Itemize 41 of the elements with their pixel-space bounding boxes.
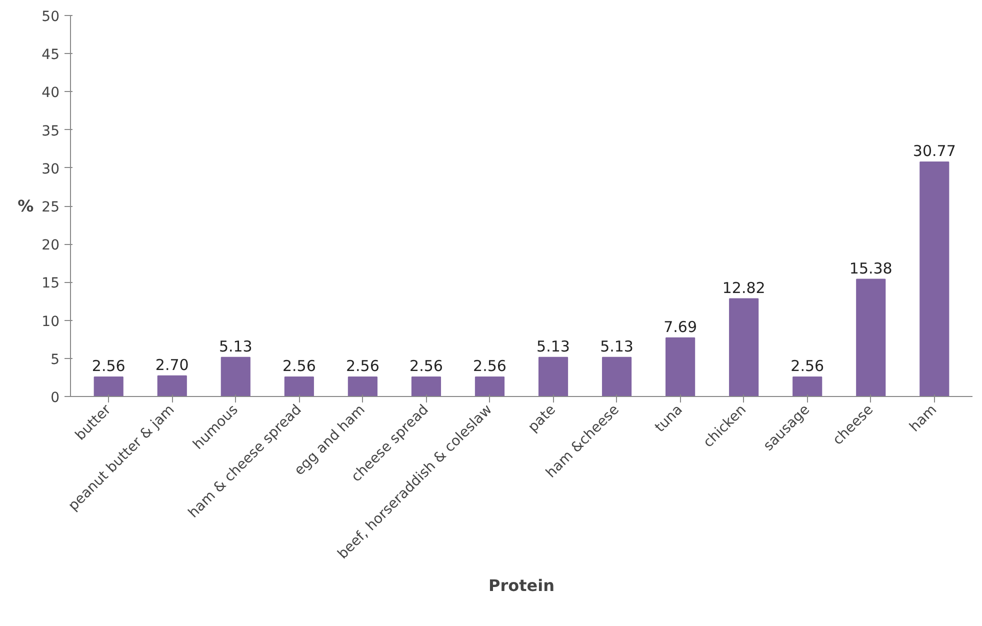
y-axis-title: % bbox=[18, 196, 34, 216]
bar bbox=[348, 376, 378, 396]
y-tick-label: 20 bbox=[42, 238, 60, 254]
data-label: 15.38 bbox=[849, 259, 892, 278]
data-label: 2.56 bbox=[790, 356, 824, 375]
data-label: 30.77 bbox=[912, 142, 956, 160]
bar bbox=[538, 356, 568, 396]
y-tick-label: 10 bbox=[42, 314, 60, 330]
bar bbox=[792, 376, 822, 396]
data-label: 7.69 bbox=[664, 318, 698, 336]
y-tick-label: 25 bbox=[42, 200, 60, 216]
bar bbox=[602, 356, 632, 396]
data-label: 2.70 bbox=[155, 356, 189, 374]
data-label: 2.56 bbox=[92, 356, 126, 375]
data-label: 2.56 bbox=[282, 356, 316, 375]
data-label: 2.56 bbox=[410, 356, 443, 375]
data-label: 2.56 bbox=[346, 356, 380, 375]
y-tick-label: 50 bbox=[42, 9, 60, 25]
bar bbox=[474, 376, 505, 396]
y-tick-label: 0 bbox=[50, 390, 60, 406]
bar bbox=[411, 376, 442, 396]
data-label: 5.13 bbox=[218, 337, 252, 356]
data-label: 5.13 bbox=[600, 337, 634, 356]
y-tick-label: 30 bbox=[42, 161, 60, 178]
bar bbox=[94, 376, 124, 396]
bar bbox=[666, 337, 696, 396]
data-label: 12.82 bbox=[722, 278, 766, 297]
data-label: 2.56 bbox=[473, 356, 506, 375]
y-tick-label: 40 bbox=[42, 85, 60, 102]
bar bbox=[856, 278, 886, 396]
bar bbox=[220, 356, 250, 396]
y-tick-label: 45 bbox=[42, 47, 60, 64]
y-tick-label: 5 bbox=[50, 352, 60, 368]
x-axis-title: Protein bbox=[488, 576, 554, 596]
y-tick-label: 15 bbox=[42, 276, 60, 292]
data-label: 5.13 bbox=[536, 337, 570, 356]
y-tick-label: 35 bbox=[42, 123, 60, 140]
bar bbox=[157, 375, 187, 396]
bar bbox=[920, 162, 950, 396]
bar bbox=[729, 298, 759, 396]
bar bbox=[284, 376, 314, 396]
